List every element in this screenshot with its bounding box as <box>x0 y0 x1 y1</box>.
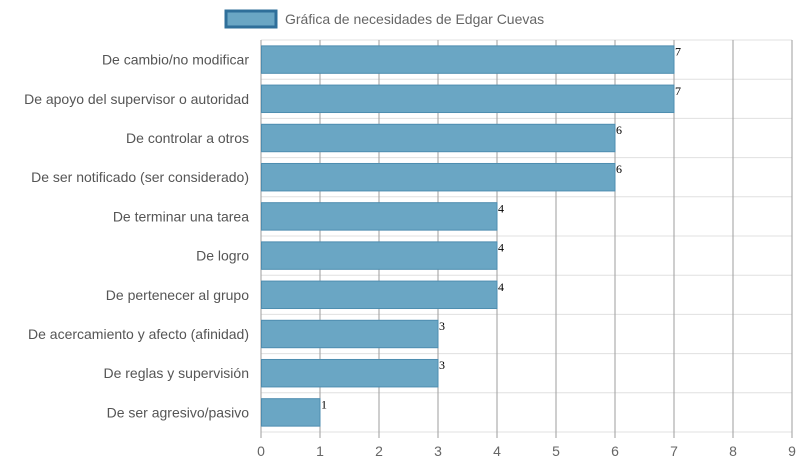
bar[interactable] <box>261 84 675 114</box>
x-tick-label: 8 <box>729 443 737 459</box>
bar-value-label: 6 <box>616 162 622 176</box>
data-labels: 7 7 6 6 4 4 4 3 3 1 <box>321 45 681 412</box>
bar[interactable] <box>261 45 675 74</box>
bar-value-label: 4 <box>498 241 504 255</box>
bar[interactable] <box>261 202 498 231</box>
bars-group <box>261 45 675 427</box>
category-label: De cambio/no modificar <box>102 52 249 68</box>
bar-value-label: 6 <box>616 123 622 137</box>
bar-value-label: 3 <box>439 358 445 372</box>
bar-value-label: 3 <box>439 319 445 333</box>
category-label: De pertenecer al grupo <box>106 287 249 303</box>
bar-value-label: 7 <box>675 84 681 98</box>
bar[interactable] <box>261 398 321 427</box>
category-label: De reglas y supervisión <box>103 365 249 381</box>
category-label: De apoyo del supervisor o autoridad <box>24 91 249 107</box>
legend-label: Gráfica de necesidades de Edgar Cuevas <box>285 11 544 27</box>
horizontal-gridlines <box>261 39 792 433</box>
chart-legend[interactable]: Gráfica de necesidades de Edgar Cuevas <box>224 9 544 29</box>
x-tick-label: 6 <box>611 443 619 459</box>
bar[interactable] <box>261 241 498 270</box>
bar-value-label: 4 <box>498 280 504 294</box>
category-label: De controlar a otros <box>126 130 249 146</box>
bar[interactable] <box>261 280 498 310</box>
bar-value-label: 4 <box>498 201 504 215</box>
x-tick-label: 5 <box>552 443 560 459</box>
bar-value-label: 1 <box>321 397 327 411</box>
x-tick-label: 9 <box>788 443 796 459</box>
bar[interactable] <box>261 319 439 349</box>
bar[interactable] <box>261 358 439 388</box>
x-tick-label: 4 <box>493 443 501 459</box>
x-tick-label: 2 <box>375 443 383 459</box>
x-tick-label: 0 <box>257 443 265 459</box>
bar[interactable] <box>261 162 616 192</box>
legend-swatch <box>224 9 278 29</box>
x-tick-label: 3 <box>434 443 442 459</box>
x-tick-label: 7 <box>670 443 678 459</box>
category-label: De acercamiento y afecto (afinidad) <box>28 326 249 342</box>
category-labels: De cambio/no modificar De apoyo del super… <box>24 52 249 421</box>
x-axis-ticks: 0 1 2 3 4 5 6 7 8 9 <box>257 443 796 459</box>
bar[interactable] <box>261 123 616 153</box>
category-label: De terminar una tarea <box>113 208 249 224</box>
bar-value-label: 7 <box>675 45 681 59</box>
category-label: De ser agresivo/pasivo <box>107 404 250 420</box>
category-label: De logro <box>196 248 249 264</box>
category-label: De ser notificado (ser considerado) <box>31 169 249 185</box>
x-tick-label: 1 <box>316 443 324 459</box>
